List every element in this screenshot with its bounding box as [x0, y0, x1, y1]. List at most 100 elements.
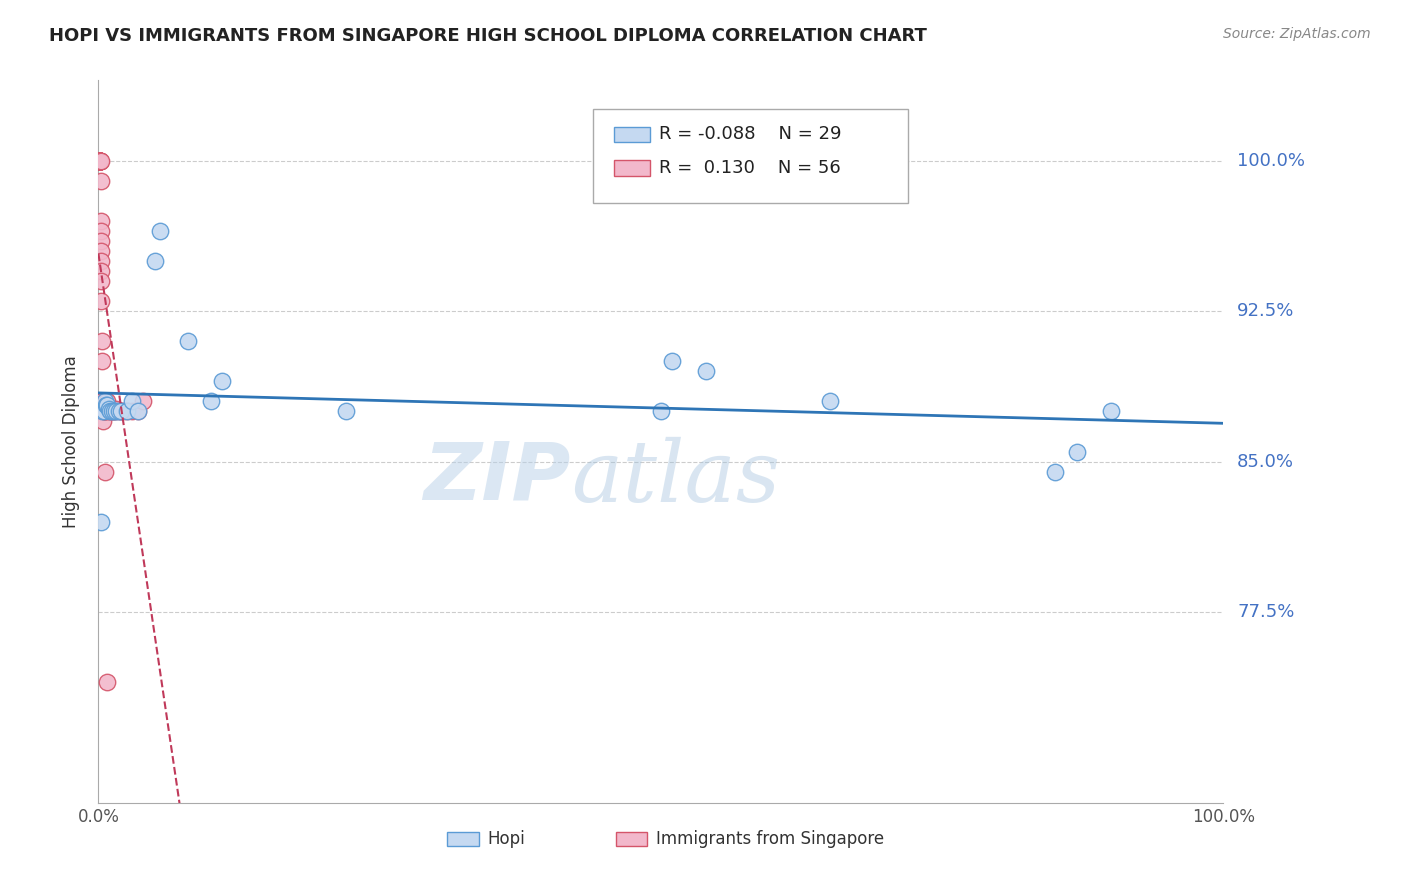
Point	[96, 675, 118, 690]
Point	[90, 274, 112, 288]
Point	[96, 398, 118, 412]
Point	[97, 402, 120, 417]
Point	[90, 515, 112, 529]
Point	[93, 404, 115, 418]
Point	[115, 404, 138, 418]
Point	[105, 404, 128, 418]
Point	[104, 404, 127, 418]
Point	[91, 394, 114, 409]
Point	[90, 244, 112, 258]
Point	[89, 153, 111, 168]
Point	[89, 153, 111, 168]
Text: atlas: atlas	[571, 436, 780, 519]
Y-axis label: High School Diploma: High School Diploma	[62, 355, 80, 528]
Point	[98, 404, 121, 418]
Point	[650, 404, 672, 418]
Point	[90, 254, 112, 268]
Text: 100.0%: 100.0%	[1237, 152, 1305, 169]
Point	[121, 404, 143, 418]
Point	[103, 404, 125, 418]
FancyBboxPatch shape	[593, 109, 908, 203]
Point	[94, 465, 117, 479]
Point	[105, 402, 128, 417]
Point	[89, 153, 111, 168]
Point	[103, 404, 125, 418]
Point	[112, 404, 135, 418]
Point	[89, 153, 111, 168]
Point	[101, 404, 124, 418]
Point	[89, 153, 111, 168]
Point	[1066, 444, 1088, 458]
Point	[98, 404, 121, 418]
Text: 85.0%: 85.0%	[1237, 452, 1294, 471]
Text: R =  0.130    N = 56: R = 0.130 N = 56	[658, 160, 841, 178]
Text: ZIP: ZIP	[423, 439, 571, 516]
Point	[94, 404, 117, 418]
Text: 77.5%: 77.5%	[1237, 603, 1295, 621]
Point	[107, 404, 129, 418]
Text: HOPI VS IMMIGRANTS FROM SINGAPORE HIGH SCHOOL DIPLOMA CORRELATION CHART: HOPI VS IMMIGRANTS FROM SINGAPORE HIGH S…	[49, 27, 927, 45]
Point	[96, 394, 118, 409]
Point	[143, 254, 166, 268]
FancyBboxPatch shape	[613, 127, 650, 143]
Point	[94, 394, 117, 409]
Point	[90, 293, 112, 308]
Point	[89, 153, 111, 168]
Point	[110, 404, 132, 418]
Point	[200, 394, 222, 409]
Point	[89, 153, 111, 168]
Point	[93, 404, 115, 418]
Point	[110, 404, 132, 418]
Point	[97, 404, 120, 418]
Point	[89, 153, 111, 168]
Point	[695, 364, 717, 378]
Point	[177, 334, 200, 348]
Point	[93, 404, 115, 418]
Point	[335, 404, 357, 418]
Point	[96, 404, 118, 418]
Point	[127, 404, 149, 418]
Point	[101, 404, 124, 418]
Point	[1099, 404, 1122, 418]
Point	[121, 394, 143, 409]
Point	[90, 264, 112, 278]
Point	[90, 354, 112, 368]
Point	[91, 404, 114, 418]
Text: 92.5%: 92.5%	[1237, 302, 1295, 320]
FancyBboxPatch shape	[447, 831, 478, 847]
Point	[91, 394, 114, 409]
Point	[90, 224, 112, 238]
Point	[149, 224, 172, 238]
Point	[89, 153, 111, 168]
Point	[89, 153, 111, 168]
Point	[661, 354, 683, 368]
Point	[87, 153, 110, 168]
Point	[90, 404, 112, 418]
Point	[89, 153, 111, 168]
Point	[91, 404, 114, 418]
Point	[89, 153, 111, 168]
Point	[91, 414, 114, 429]
Point	[211, 374, 233, 388]
Point	[1043, 465, 1066, 479]
Point	[90, 334, 112, 348]
FancyBboxPatch shape	[613, 161, 650, 177]
Point	[89, 153, 111, 168]
Text: Hopi: Hopi	[488, 830, 526, 848]
Point	[89, 153, 111, 168]
Point	[96, 398, 118, 412]
Point	[94, 394, 117, 409]
Point	[115, 404, 138, 418]
Point	[132, 394, 155, 409]
Point	[89, 153, 111, 168]
Point	[100, 404, 122, 418]
Text: Immigrants from Singapore: Immigrants from Singapore	[657, 830, 884, 848]
Text: R = -0.088    N = 29: R = -0.088 N = 29	[658, 126, 841, 144]
Text: Source: ZipAtlas.com: Source: ZipAtlas.com	[1223, 27, 1371, 41]
Point	[89, 153, 111, 168]
Point	[818, 394, 841, 409]
Point	[90, 153, 112, 168]
Point	[90, 173, 112, 187]
FancyBboxPatch shape	[616, 831, 647, 847]
Point	[90, 234, 112, 248]
